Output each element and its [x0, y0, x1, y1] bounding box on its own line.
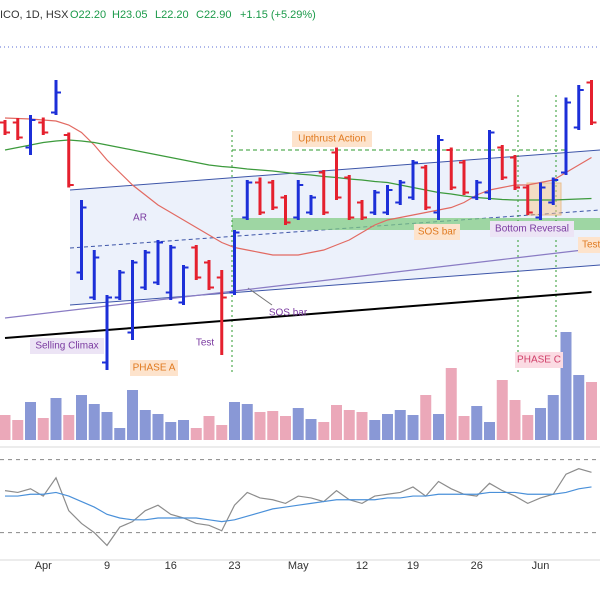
channel-lower — [69, 264, 600, 306]
close: C22.90 — [196, 9, 231, 21]
x-tick-label: Jun — [532, 560, 550, 572]
annotation: AR — [133, 213, 147, 224]
volume-bar — [356, 412, 368, 440]
line — [4, 291, 592, 339]
annotation: Test — [582, 240, 600, 251]
volume-bar — [292, 408, 304, 440]
volume-bar — [433, 414, 444, 440]
volume-bar — [496, 380, 508, 440]
volume-bar — [586, 382, 597, 440]
volume-bar — [88, 404, 100, 440]
volume-bar — [229, 402, 240, 440]
volume-bar — [139, 410, 151, 440]
x-tick-label: 16 — [165, 560, 177, 572]
line — [4, 139, 592, 201]
symbol: ICO, 1D, HSX — [0, 9, 69, 21]
volume-bar — [12, 420, 24, 440]
annotation: Selling Climax — [35, 341, 98, 352]
volume-bar — [152, 414, 164, 440]
change: +1.15 (+5.29%) — [240, 9, 316, 21]
annotation-bg — [30, 338, 104, 354]
volume-bar — [560, 332, 572, 440]
volume-bar — [458, 416, 470, 440]
annotation: Bottom Reversal — [495, 224, 569, 235]
volume-bar — [535, 408, 546, 440]
annotations: Selling Climax PHASE A AR Test SOS bar U… — [30, 131, 600, 376]
volume-bar — [165, 422, 177, 440]
annotation-bg — [490, 221, 574, 237]
volume-bar — [101, 412, 113, 440]
volume-bar — [280, 416, 291, 440]
annotation: Test — [196, 338, 215, 349]
annotation: SOS bar — [269, 308, 308, 319]
volume-bar — [573, 375, 585, 440]
line — [4, 117, 592, 256]
volume-bar — [407, 415, 419, 440]
volume-bar — [445, 368, 457, 440]
x-tick-label: Apr — [35, 560, 52, 572]
reversal-box — [526, 182, 562, 216]
annotation-bg — [292, 131, 372, 147]
volume-bar — [394, 410, 406, 440]
volume-bar — [305, 419, 317, 440]
arrow — [247, 287, 273, 306]
volume-bar — [76, 395, 87, 440]
volume-bar — [382, 414, 393, 440]
annotation: PHASE A — [133, 363, 176, 374]
x-tick-label: 12 — [356, 560, 368, 572]
x-tick-label: 9 — [104, 560, 110, 572]
annotation-bg — [578, 237, 600, 253]
channel-mid — [69, 209, 600, 249]
volume-bar — [25, 402, 36, 440]
x-tick-label: May — [288, 560, 309, 572]
volume-bar — [216, 425, 228, 440]
volume-bar — [127, 390, 138, 440]
plot: Apr 9 16 23 May 12 19 26 Jun — [0, 80, 600, 572]
volume-bar — [420, 395, 432, 440]
annotation-bg — [130, 360, 178, 376]
annotation: Upthrust Action — [298, 134, 366, 145]
volume-bar — [50, 398, 62, 440]
volume-bar — [547, 395, 559, 440]
high: H23.05 — [112, 9, 147, 21]
volume-bar — [369, 420, 381, 440]
line — [4, 248, 592, 319]
open: O22.20 — [70, 9, 106, 21]
volume-bar — [37, 418, 49, 440]
volume-bar — [331, 405, 342, 440]
volume-bar — [63, 415, 75, 440]
annotation: SOS bar — [418, 227, 457, 238]
annotation: PHASE C — [517, 355, 561, 366]
x-tick-label: 19 — [407, 560, 419, 572]
volume-bar — [471, 406, 483, 440]
volume-bar — [509, 400, 521, 440]
line — [4, 468, 592, 547]
line — [5, 486, 592, 523]
volume-bar — [114, 428, 126, 440]
low: L22.20 — [155, 9, 189, 21]
volume-bar — [318, 422, 330, 440]
x-tick-label: 23 — [228, 560, 240, 572]
x-tick-label: 26 — [471, 560, 483, 572]
header: ICO, 1D, HSX O22.20 H23.05 L22.20 C22.90… — [0, 9, 316, 21]
volume-bar — [522, 415, 534, 440]
volume-bar — [343, 410, 355, 440]
volume-bar — [203, 416, 215, 440]
volume-bar — [267, 411, 279, 440]
volume-bar — [254, 412, 266, 440]
volume-bar — [484, 422, 495, 440]
annotation-bg — [414, 224, 460, 240]
annotation-bg — [515, 352, 563, 368]
volume-bar — [0, 415, 11, 440]
volume-bar — [190, 428, 202, 440]
volume-bar — [178, 420, 189, 440]
volume-bar — [241, 404, 253, 440]
